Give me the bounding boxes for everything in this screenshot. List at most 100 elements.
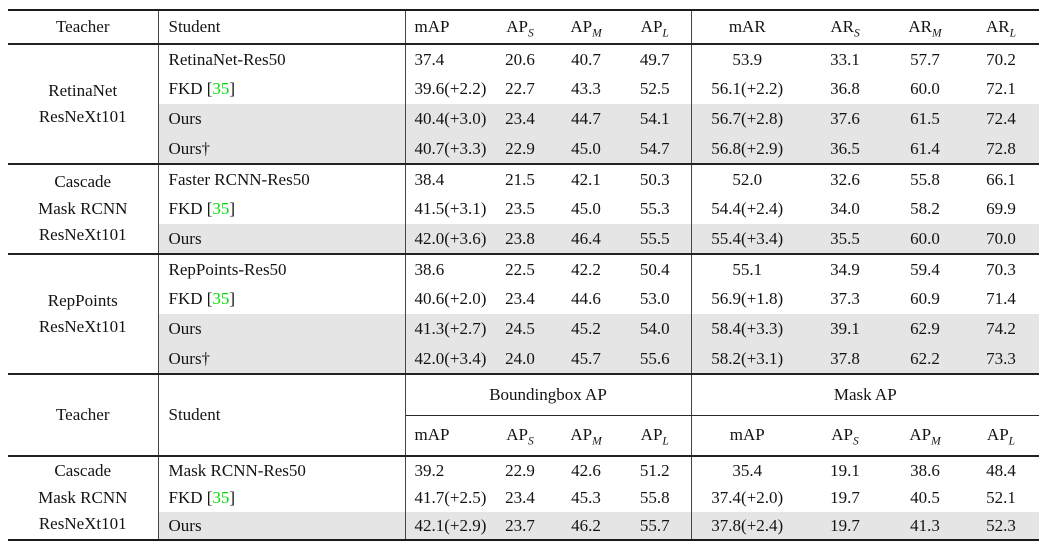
metric-cell: 42.0(+3.4)	[405, 344, 487, 374]
metric-cell: 72.4	[963, 104, 1039, 134]
metric-cell: 23.7	[487, 512, 553, 540]
metric-cell: 42.1(+2.9)	[405, 512, 487, 540]
header-row: Teacher Student mAP APS APM APL mAR ARS …	[8, 10, 1039, 44]
metric-cell: 51.2	[619, 456, 692, 484]
metric-label: AP	[640, 425, 663, 445]
metric-cell: 22.7	[505, 79, 535, 98]
table-row: FKD [35] 41.7(+2.5) 23.4 45.3 55.8 37.4(…	[8, 484, 1039, 512]
metric-cell: 45.0	[571, 199, 601, 218]
student-cell: RetinaNet-Res50	[158, 44, 406, 74]
metric-cell: 19.7	[803, 512, 887, 540]
metric-cell: 73.3	[963, 344, 1039, 374]
metric-cell: 39.6(+2.2)	[414, 79, 487, 98]
metric-cell: 50.4	[619, 254, 692, 284]
metric-cell: 36.8	[830, 79, 860, 98]
header-mask-ap: Mask AP	[691, 374, 1039, 416]
header-student: Student	[158, 374, 406, 456]
metric-cell: 38.6	[414, 259, 445, 279]
metric-cell: 24.5	[487, 314, 553, 344]
metric-cell: 58.2	[910, 199, 940, 218]
metric-cell: 45.3	[571, 488, 601, 507]
citation-link[interactable]: 35	[212, 79, 230, 98]
teacher-line: ResNeXt101	[38, 317, 127, 336]
student-name: Faster RCNN-Res50	[168, 169, 310, 189]
group-reppoints: RepPoints ResNeXt101 RepPoints-Res50 38.…	[8, 254, 1039, 374]
metric-cell: 55.4(+3.4)	[691, 224, 803, 254]
metric-cell: 58.4(+3.3)	[691, 314, 803, 344]
metric-label: AP	[909, 425, 932, 445]
student-cell: Ours†	[158, 134, 406, 164]
metric-cell: 56.1(+2.2)	[711, 79, 784, 98]
metric-cell: 60.9	[910, 289, 940, 308]
metric-cell: 37.4(+2.0)	[711, 488, 784, 507]
metric-label: AP	[831, 425, 853, 445]
teacher-line: ResNeXt101	[38, 107, 127, 126]
metric-subscript: L	[1008, 435, 1016, 448]
citation-link[interactable]: 35	[212, 199, 230, 218]
student-name: Ours	[168, 515, 202, 535]
group-cascade-faster: Cascade Mask RCNN ResNeXt101 Faster RCNN…	[8, 164, 1039, 254]
metric-subscript: L	[662, 27, 669, 40]
metric-cell: 70.0	[963, 224, 1039, 254]
metric-cell: 56.7(+2.8)	[691, 104, 803, 134]
metric-cell: 41.5(+3.1)	[414, 199, 487, 218]
teacher-line: RetinaNet	[48, 80, 118, 100]
metric-cell: 41.7(+2.5)	[414, 488, 487, 507]
metric-cell: 60.0	[910, 79, 940, 98]
metric-cell: 34.9	[830, 259, 860, 279]
metric-label: AR	[830, 17, 854, 36]
metric-label: AP	[506, 425, 528, 445]
metric-cell: 40.7(+3.3)	[405, 134, 487, 164]
metric-cell: 54.4(+2.4)	[711, 199, 784, 218]
citation-link[interactable]: 35	[212, 289, 230, 308]
metric-label: AP	[570, 17, 593, 36]
metric-cell: 33.1	[830, 49, 860, 69]
metric-cell: 21.5	[505, 169, 535, 189]
metric-cell: 61.4	[887, 134, 963, 164]
metric-subscript: S	[527, 435, 534, 448]
teacher-line: ResNeXt101	[38, 514, 127, 534]
header-mar: mAR	[691, 10, 803, 44]
header-boundingbox-ap: Boundingbox AP	[405, 374, 692, 416]
metric-cell: 53.0	[619, 284, 692, 314]
metric-cell: 69.9	[986, 199, 1016, 218]
metric-cell: 54.7	[619, 134, 692, 164]
metric-cell: 72.1	[986, 79, 1016, 98]
metric-cell: 71.4	[986, 289, 1016, 308]
metric-cell: 35.4	[732, 460, 763, 480]
metric-cell: 55.8	[619, 484, 692, 512]
metric-cell: 35.5	[803, 224, 887, 254]
metric-subscript: S	[527, 27, 534, 40]
teacher-cell: RetinaNet ResNeXt101	[8, 44, 159, 164]
student-cell: Ours	[158, 314, 406, 344]
student-name: Ours†	[168, 348, 211, 368]
metric-cell: 37.6	[803, 104, 887, 134]
metric-cell: 46.4	[553, 224, 619, 254]
student-cell: Ours	[158, 104, 406, 134]
teacher-line: Cascade	[54, 461, 112, 481]
citation-link[interactable]: 35	[212, 488, 230, 507]
metric-label: mAP	[414, 17, 450, 36]
header-ar-l: ARL	[963, 10, 1039, 44]
student-name: Mask RCNN-Res50	[168, 460, 306, 480]
header-ap-s: APS	[487, 10, 553, 44]
metric-cell: 55.5	[619, 224, 692, 254]
student-cell: Ours†	[158, 344, 406, 374]
table-row: FKD [35] 40.6(+2.0) 23.4 44.6 53.0 56.9(…	[8, 284, 1039, 314]
table-row: RepPoints ResNeXt101 RepPoints-Res50 38.…	[8, 254, 1039, 374]
metric-cell: 52.0	[732, 169, 763, 189]
metric-label: AP	[570, 425, 593, 445]
student-cell: Ours	[158, 224, 406, 254]
metric-subscript: S	[853, 27, 860, 40]
header-row: mAP APS APM APL mAP APS APM APL	[8, 415, 1039, 456]
metric-cell: 39.2	[414, 460, 445, 480]
metric-cell: 52.5	[619, 74, 692, 104]
table-row: Cascade Mask RCNN ResNeXt101 Faster RCNN…	[8, 164, 1039, 254]
metric-cell: 40.4(+3.0)	[405, 104, 487, 134]
teacher-line: RepPoints	[47, 290, 118, 310]
teacher-line: ResNeXt101	[38, 225, 127, 245]
metric-cell: 22.9	[505, 460, 535, 480]
header-student: Student	[158, 10, 406, 44]
metric-subscript: M	[592, 435, 602, 448]
metric-cell: 59.4	[910, 259, 940, 279]
